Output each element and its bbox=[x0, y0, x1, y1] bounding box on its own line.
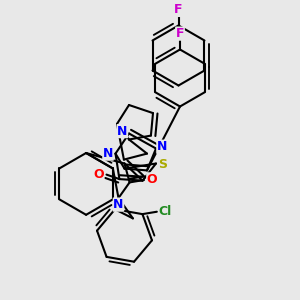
Text: N: N bbox=[117, 124, 128, 138]
Text: O: O bbox=[147, 173, 158, 186]
Text: F: F bbox=[174, 3, 183, 16]
Text: N: N bbox=[103, 147, 113, 160]
Text: Cl: Cl bbox=[159, 205, 172, 218]
Text: S: S bbox=[158, 158, 167, 171]
Text: F: F bbox=[176, 27, 184, 40]
Text: O: O bbox=[93, 167, 104, 181]
Text: N: N bbox=[113, 198, 124, 211]
Text: N: N bbox=[157, 140, 167, 153]
